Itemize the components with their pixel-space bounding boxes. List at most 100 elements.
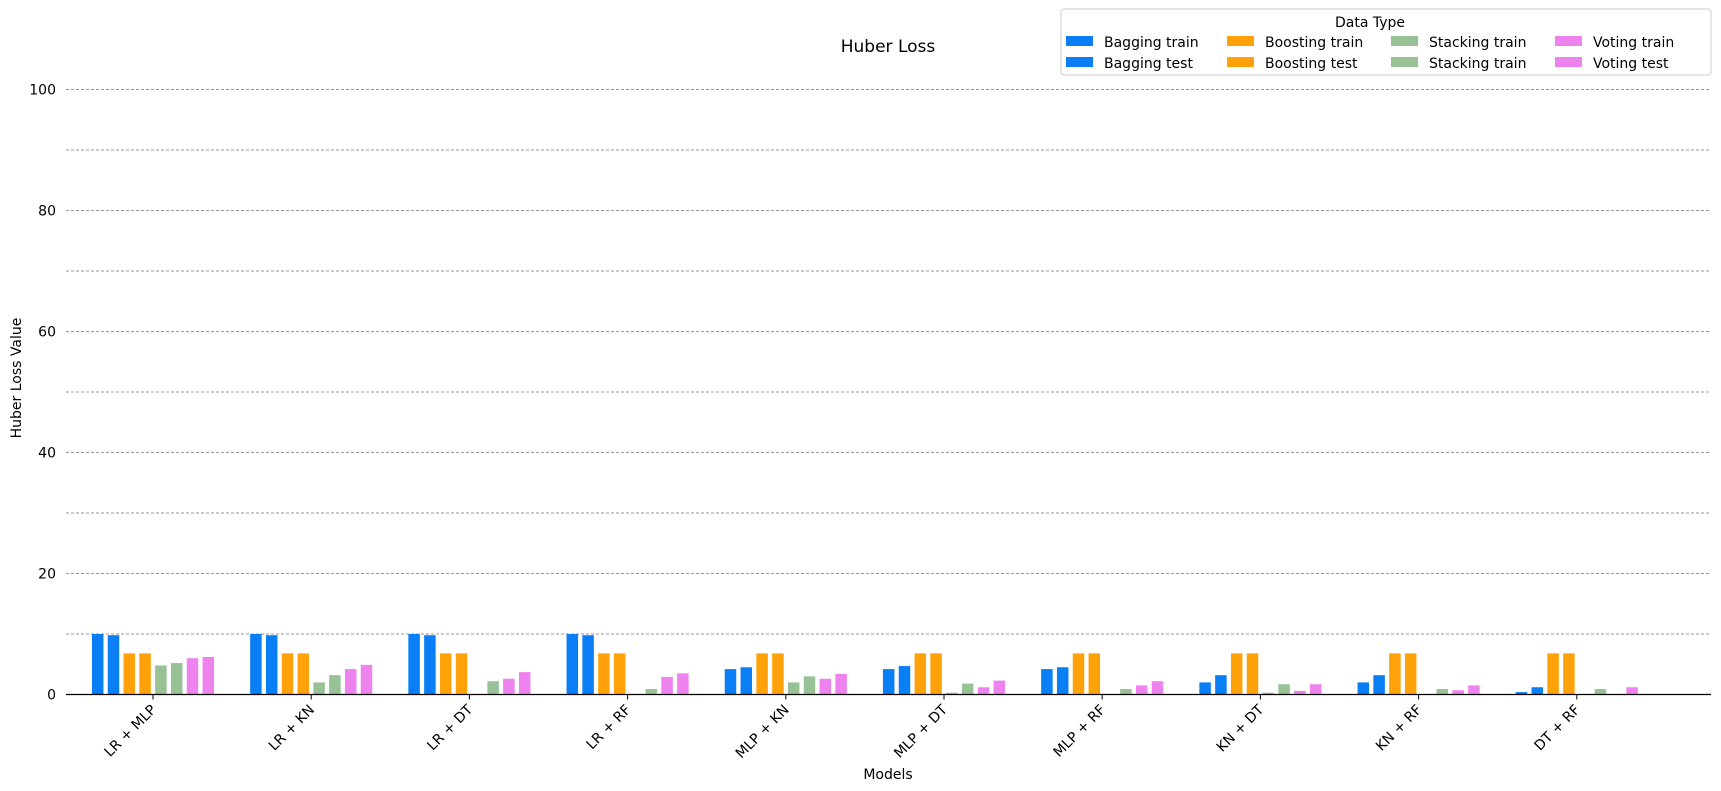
bar [123,653,136,695]
legend-label: Boosting train [1265,35,1363,51]
x-axis-title: Models [863,767,912,783]
bar [1531,687,1544,695]
grid-lines [66,89,1711,635]
y-tick-label: 0 [47,688,56,704]
bar [1452,690,1464,695]
bars [91,634,1638,695]
bar [882,669,895,695]
legend-swatch [1227,57,1254,67]
bar [186,658,199,695]
bar [202,656,215,695]
legend-label: Voting test [1593,56,1669,72]
y-tick-label: 40 [38,446,56,462]
bar [961,683,974,695]
bar [1041,669,1053,695]
bar [155,665,167,695]
bar [1278,684,1290,695]
legend-label: Voting train [1593,35,1674,51]
bar [1072,653,1085,695]
bar [139,653,151,695]
bar [582,635,594,695]
x-tick-label: LR + RF [584,702,635,753]
legend-label: Stacking train [1429,56,1526,72]
chart-title: Huber Loss [841,37,936,57]
bar [613,653,626,695]
bar [281,653,294,695]
bar [645,689,658,695]
bar [250,634,262,695]
bar [170,663,183,695]
legend: Data Type Bagging train Bagging test Boost… [1060,8,1712,76]
bar [787,682,800,695]
bar [677,673,689,695]
bar [756,653,768,695]
y-ticks: 0 20 40 60 80 100 [29,83,56,704]
bar [1547,653,1559,695]
bar [1373,675,1385,695]
bar [977,687,990,695]
bar [265,635,278,695]
legend-label: Bagging test [1104,56,1193,72]
bar [439,653,452,695]
bar [455,653,468,695]
legend-frame [1060,8,1712,76]
x-tick-label: DT + RF [1531,702,1583,754]
bar [107,635,120,695]
bar [1294,690,1306,695]
bar [1594,689,1607,695]
bar [1262,692,1275,695]
x-tick-label: KN + DT [1214,702,1268,756]
bar [1626,687,1638,695]
x-tick-label: MLP + RF [1051,702,1110,761]
bar [1389,653,1401,695]
bar [1357,682,1370,695]
legend-swatch [1391,36,1418,46]
bar [835,673,847,695]
bar [1436,689,1449,695]
legend-swatch [1555,36,1582,46]
bar [1151,681,1164,695]
bar [819,678,832,695]
bar [344,669,357,695]
x-tick-label: MLP + DT [891,702,951,762]
legend-swatch [1227,36,1254,46]
bar [803,676,816,695]
y-axis-title: Huber Loss Value [9,318,25,439]
bar [914,653,927,695]
legend-title: Data Type [1335,15,1405,31]
legend-label: Boosting test [1265,56,1358,72]
bar [566,634,579,695]
bar [598,653,610,695]
bar [1056,667,1069,695]
bar [993,680,1006,695]
legend-swatch [1555,57,1582,67]
legend-label: Stacking train [1429,35,1526,51]
bar [518,672,531,695]
bar [487,681,499,695]
bar [1309,684,1322,695]
bar [360,664,373,695]
legend-swatch [1066,57,1093,67]
bar [1088,653,1101,695]
bar [930,653,942,695]
bar [898,666,911,695]
x-tick-label: LR + DT [424,702,476,754]
bar [329,675,341,695]
legend-label: Bagging train [1104,35,1199,51]
legend-swatch [1066,36,1093,46]
bar [1563,653,1575,695]
bar [408,634,420,695]
bar [1515,692,1528,695]
bar [740,667,753,695]
legend-swatch [1391,57,1418,67]
bar [313,682,325,695]
bar [1246,653,1259,695]
bar [946,692,958,695]
bar [1468,685,1480,695]
y-tick-label: 60 [38,325,56,341]
x-tick-label: KN + RF [1373,702,1425,754]
bar [772,653,784,695]
bar [91,634,104,695]
